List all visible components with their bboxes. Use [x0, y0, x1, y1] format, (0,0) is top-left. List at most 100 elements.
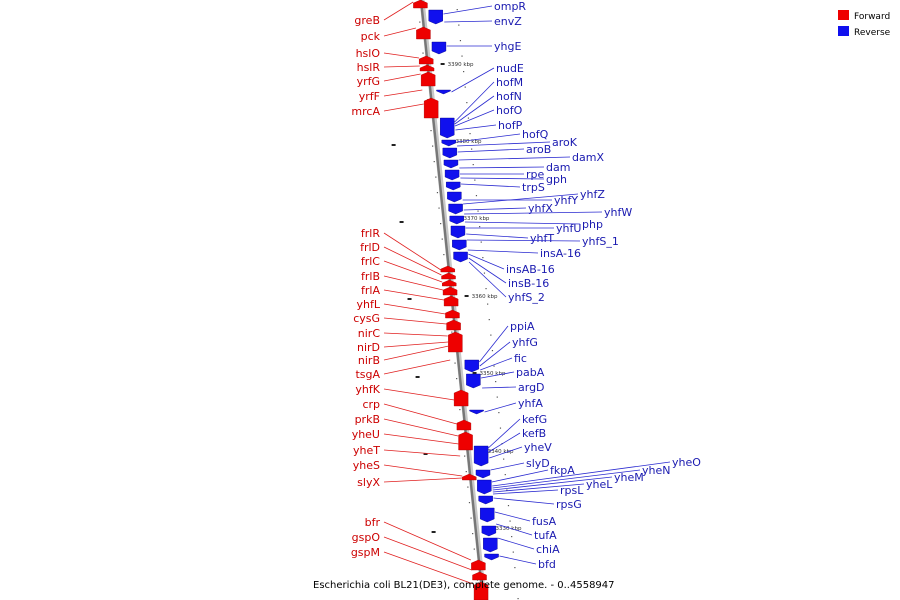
tick-label: 3370 kbp [464, 216, 490, 222]
reverse-gene-label: yheV [524, 441, 552, 454]
reverse-gene-block [450, 225, 466, 239]
reverse-gene-label: insAB-16 [506, 263, 555, 276]
legend-forward-label: Forward [854, 12, 890, 22]
minor-tick [479, 226, 481, 228]
forward-gene-label: tsgA [355, 368, 380, 381]
reverse-gene-block [481, 525, 497, 537]
forward-gene-label: bfr [365, 516, 381, 529]
minor-tick [470, 517, 472, 519]
forward-gene-label: slyX [357, 476, 380, 489]
forward-leader-line [383, 246, 442, 276]
reverse-leader-line [489, 446, 523, 459]
forward-gene-block [416, 26, 431, 40]
forward-gene-label: cysG [353, 312, 380, 325]
reverse-gene-block [475, 469, 491, 479]
forward-gene-label: pck [361, 30, 381, 43]
forward-gene-block [462, 473, 477, 481]
reverse-gene-block [440, 117, 455, 139]
forward-leader-line [383, 317, 447, 325]
reverse-leader-line [454, 95, 495, 125]
reverse-gene-block [483, 537, 498, 553]
reverse-leader-line [493, 497, 555, 505]
forward-gene-label: mrcA [351, 105, 380, 118]
minor-tick [440, 223, 442, 225]
reverse-gene-label: yhfX [528, 202, 553, 215]
forward-gene-block [440, 265, 455, 273]
minor-tick [506, 489, 508, 491]
minor-tick [512, 551, 514, 553]
reverse-leader-line [454, 81, 495, 123]
forward-leader-line [383, 551, 474, 585]
reverse-gene-label: nudE [496, 62, 524, 75]
reverse-gene-label: yhfS_2 [508, 291, 545, 304]
reverse-gene-label: kefG [522, 413, 547, 426]
forward-leader-line [383, 332, 448, 337]
reverse-gene-label: yhfU [556, 222, 581, 235]
forward-gene-block [473, 581, 489, 600]
forward-gene-label: yhfK [355, 383, 380, 396]
forward-leader-line [383, 418, 459, 437]
tick-label: 3350 kbp [480, 371, 506, 377]
forward-gene-block [442, 286, 458, 296]
forward-gene-label: frlC [361, 255, 380, 268]
reverse-gene-label: fkpA [550, 464, 575, 477]
minor-tick [499, 427, 502, 429]
major-tick [431, 531, 436, 533]
reverse-gene-label: ompR [494, 0, 526, 13]
reverse-leader-line [458, 156, 571, 161]
forward-gene-block [419, 55, 434, 65]
minor-tick [430, 130, 432, 132]
forward-leader-line [383, 232, 442, 271]
minor-tick [515, 582, 518, 584]
legend: Forward Reverse [838, 10, 891, 38]
reverse-gene-label: insB-16 [508, 277, 549, 290]
reverse-gene-label: slyD [526, 457, 550, 470]
reverse-leader-line [468, 257, 507, 284]
reverse-leader-line [460, 183, 521, 188]
minor-tick [495, 381, 497, 383]
reverse-leader-line [491, 469, 549, 483]
reverse-gene-label: gph [546, 173, 567, 186]
forward-gene-block [456, 419, 472, 431]
minor-tick [459, 409, 461, 411]
reverse-gene-block [442, 147, 458, 159]
minor-tick [477, 210, 479, 212]
forward-gene-label: frlD [360, 241, 380, 254]
tick-label: 3360 kbp [472, 294, 498, 300]
reverse-gene-block [473, 445, 489, 467]
forward-gene-label: yheT [353, 444, 380, 457]
minor-tick [472, 533, 474, 535]
minor-tick [475, 195, 478, 197]
minor-tick [498, 412, 500, 414]
forward-leader-line [383, 341, 449, 348]
forward-gene-block [453, 389, 469, 407]
reverse-leader-line [464, 211, 603, 215]
reverse-gene-label: dam [546, 161, 570, 174]
reverse-leader-line [488, 418, 521, 449]
reverse-gene-label: insA-16 [540, 247, 581, 260]
reverse-leader-line [463, 207, 527, 211]
reverse-leader-line [444, 20, 493, 23]
forward-gene-block [443, 295, 459, 307]
reverse-gene-block [444, 169, 460, 181]
reverse-leader-line [490, 462, 525, 471]
minor-tick [472, 164, 474, 166]
minor-tick [468, 502, 471, 504]
reverse-leader-line [455, 124, 497, 131]
reverse-leader-line [484, 402, 517, 413]
reverse-gene-label: hofN [496, 90, 522, 103]
reverse-gene-label: argD [518, 381, 545, 394]
reverse-gene-block [484, 553, 499, 561]
reverse-gene-label: yhfY [554, 194, 578, 207]
minor-tick [422, 52, 424, 54]
reverse-gene-block [449, 215, 464, 225]
reverse-gene-block [477, 479, 492, 495]
minor-tick [469, 133, 471, 135]
minor-tick [433, 161, 435, 163]
minor-tick [488, 319, 490, 321]
minor-tick [514, 567, 516, 569]
forward-gene-block [441, 272, 456, 280]
forward-leader-line [383, 345, 449, 361]
forward-gene-label: frlB [361, 270, 380, 283]
